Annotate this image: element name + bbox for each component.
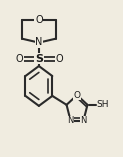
Text: N: N bbox=[67, 116, 74, 125]
Text: O: O bbox=[35, 15, 43, 25]
Text: O: O bbox=[16, 54, 23, 64]
Text: N: N bbox=[35, 37, 43, 47]
Text: S: S bbox=[35, 54, 43, 64]
Text: O: O bbox=[74, 91, 81, 100]
Text: SH: SH bbox=[97, 100, 109, 109]
Text: N: N bbox=[80, 116, 87, 125]
Text: O: O bbox=[56, 54, 63, 64]
